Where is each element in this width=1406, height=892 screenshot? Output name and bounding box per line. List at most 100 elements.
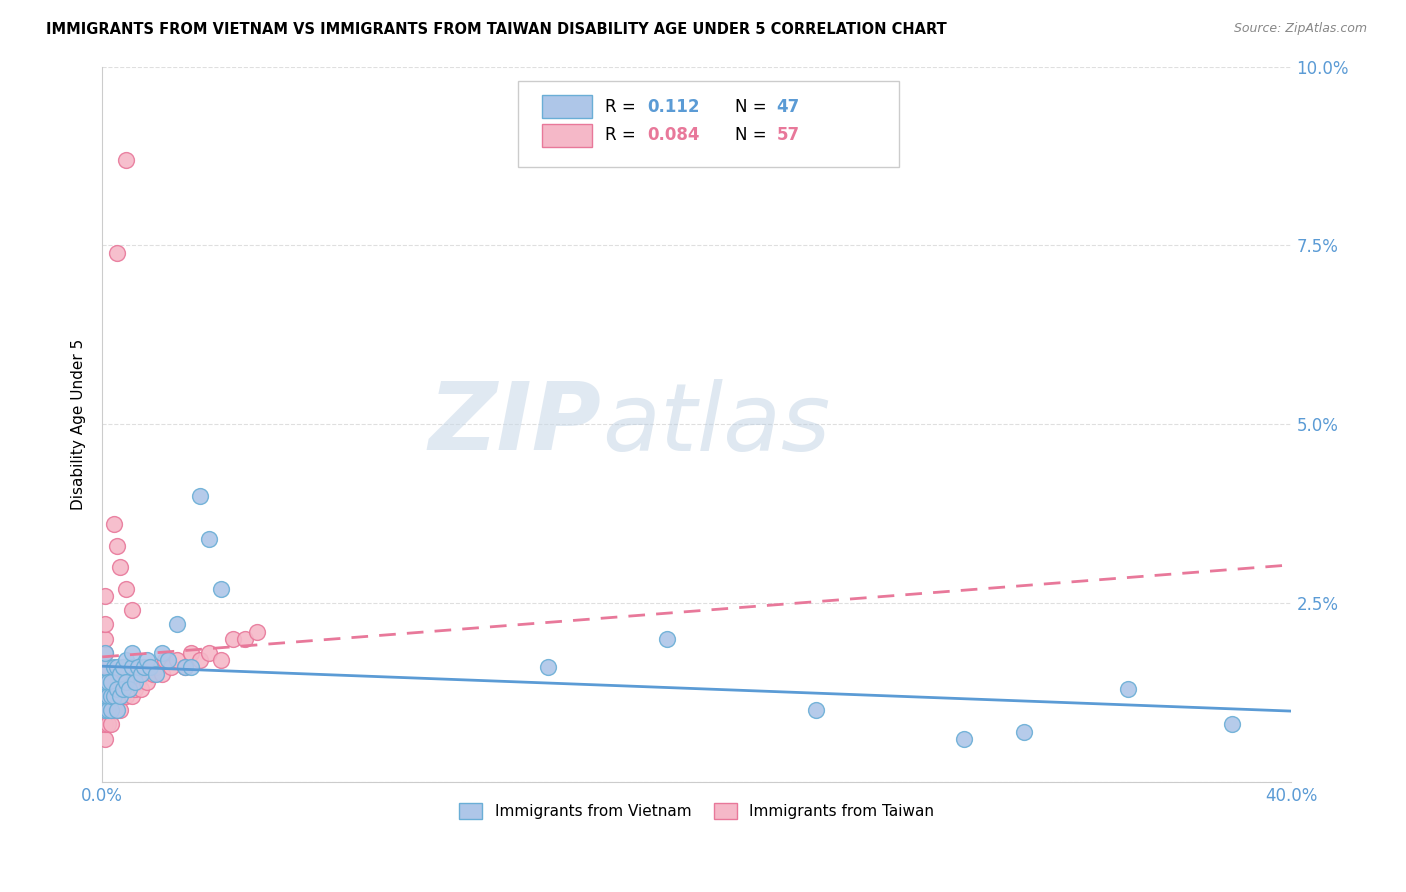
Point (94, 689, 117, 703)
Point (94, 731, 117, 746)
Point (94, 689, 117, 703)
Point (150, 667, 173, 681)
Point (97, 703, 120, 717)
Point (103, 703, 125, 717)
Point (105, 245, 128, 260)
Point (97, 689, 120, 703)
FancyBboxPatch shape (543, 95, 592, 118)
Y-axis label: Disability Age Under 5: Disability Age Under 5 (72, 338, 86, 509)
Text: 47: 47 (776, 97, 800, 116)
Point (108, 667, 131, 681)
Point (121, 667, 143, 681)
Point (100, 703, 122, 717)
Point (100, 717, 122, 731)
Point (115, 153, 138, 167)
Legend: Immigrants from Vietnam, Immigrants from Taiwan: Immigrants from Vietnam, Immigrants from… (453, 797, 941, 825)
Point (105, 703, 128, 717)
Point (97, 689, 120, 703)
Point (1116, 681, 1139, 696)
Point (105, 681, 128, 696)
Point (132, 667, 155, 681)
Point (100, 674, 122, 689)
Point (139, 660, 162, 674)
Point (127, 660, 149, 674)
Point (804, 703, 827, 717)
Point (121, 646, 143, 660)
Point (105, 681, 128, 696)
Point (108, 689, 131, 703)
Point (97, 717, 120, 731)
Point (105, 703, 128, 717)
Point (115, 674, 138, 689)
Point (103, 689, 125, 703)
Point (111, 660, 134, 674)
Point (174, 660, 197, 674)
Point (111, 681, 134, 696)
Point (198, 646, 221, 660)
Point (222, 632, 245, 646)
Point (121, 689, 143, 703)
Point (159, 660, 181, 674)
Point (103, 660, 125, 674)
Point (94, 617, 117, 632)
Point (94, 632, 117, 646)
Point (115, 674, 138, 689)
Point (188, 489, 211, 503)
Point (115, 653, 138, 667)
Point (94, 703, 117, 717)
Text: IMMIGRANTS FROM VIETNAM VS IMMIGRANTS FROM TAIWAN DISABILITY AGE UNDER 5 CORRELA: IMMIGRANTS FROM VIETNAM VS IMMIGRANTS FR… (46, 22, 948, 37)
Point (94, 717, 117, 731)
Point (124, 681, 146, 696)
Point (135, 653, 157, 667)
Point (100, 703, 122, 717)
FancyBboxPatch shape (519, 81, 898, 167)
Point (121, 603, 143, 617)
Point (209, 653, 232, 667)
Point (246, 624, 269, 639)
Text: Source: ZipAtlas.com: Source: ZipAtlas.com (1233, 22, 1367, 36)
Point (108, 703, 131, 717)
Point (94, 646, 117, 660)
Point (145, 667, 167, 681)
Point (100, 689, 122, 703)
Text: atlas: atlas (602, 378, 830, 469)
Point (97, 703, 120, 717)
Text: 0.084: 0.084 (647, 127, 699, 145)
Point (105, 660, 128, 674)
Point (115, 582, 138, 596)
Point (135, 674, 157, 689)
Point (132, 660, 155, 674)
Point (127, 674, 149, 689)
Point (105, 539, 128, 553)
Point (166, 653, 188, 667)
Point (1012, 724, 1035, 739)
Point (188, 653, 211, 667)
Point (100, 674, 122, 689)
Point (97, 660, 120, 674)
Text: ZIP: ZIP (429, 378, 602, 470)
Text: N =: N = (735, 127, 772, 145)
Text: R =: R = (605, 97, 641, 116)
Point (108, 681, 131, 696)
Point (166, 617, 188, 632)
Text: R =: R = (605, 127, 641, 145)
Point (129, 681, 152, 696)
Point (94, 646, 117, 660)
Point (97, 674, 120, 689)
Point (953, 731, 976, 746)
Point (174, 660, 197, 674)
Point (198, 532, 221, 546)
Text: 0.112: 0.112 (647, 97, 699, 116)
Point (94, 703, 117, 717)
Point (150, 646, 173, 660)
Point (124, 674, 146, 689)
Point (121, 660, 143, 674)
Point (94, 674, 117, 689)
Point (111, 674, 134, 689)
Point (209, 582, 232, 596)
Point (145, 660, 167, 674)
Point (129, 667, 152, 681)
Point (118, 681, 141, 696)
Point (537, 660, 560, 674)
Point (97, 674, 120, 689)
